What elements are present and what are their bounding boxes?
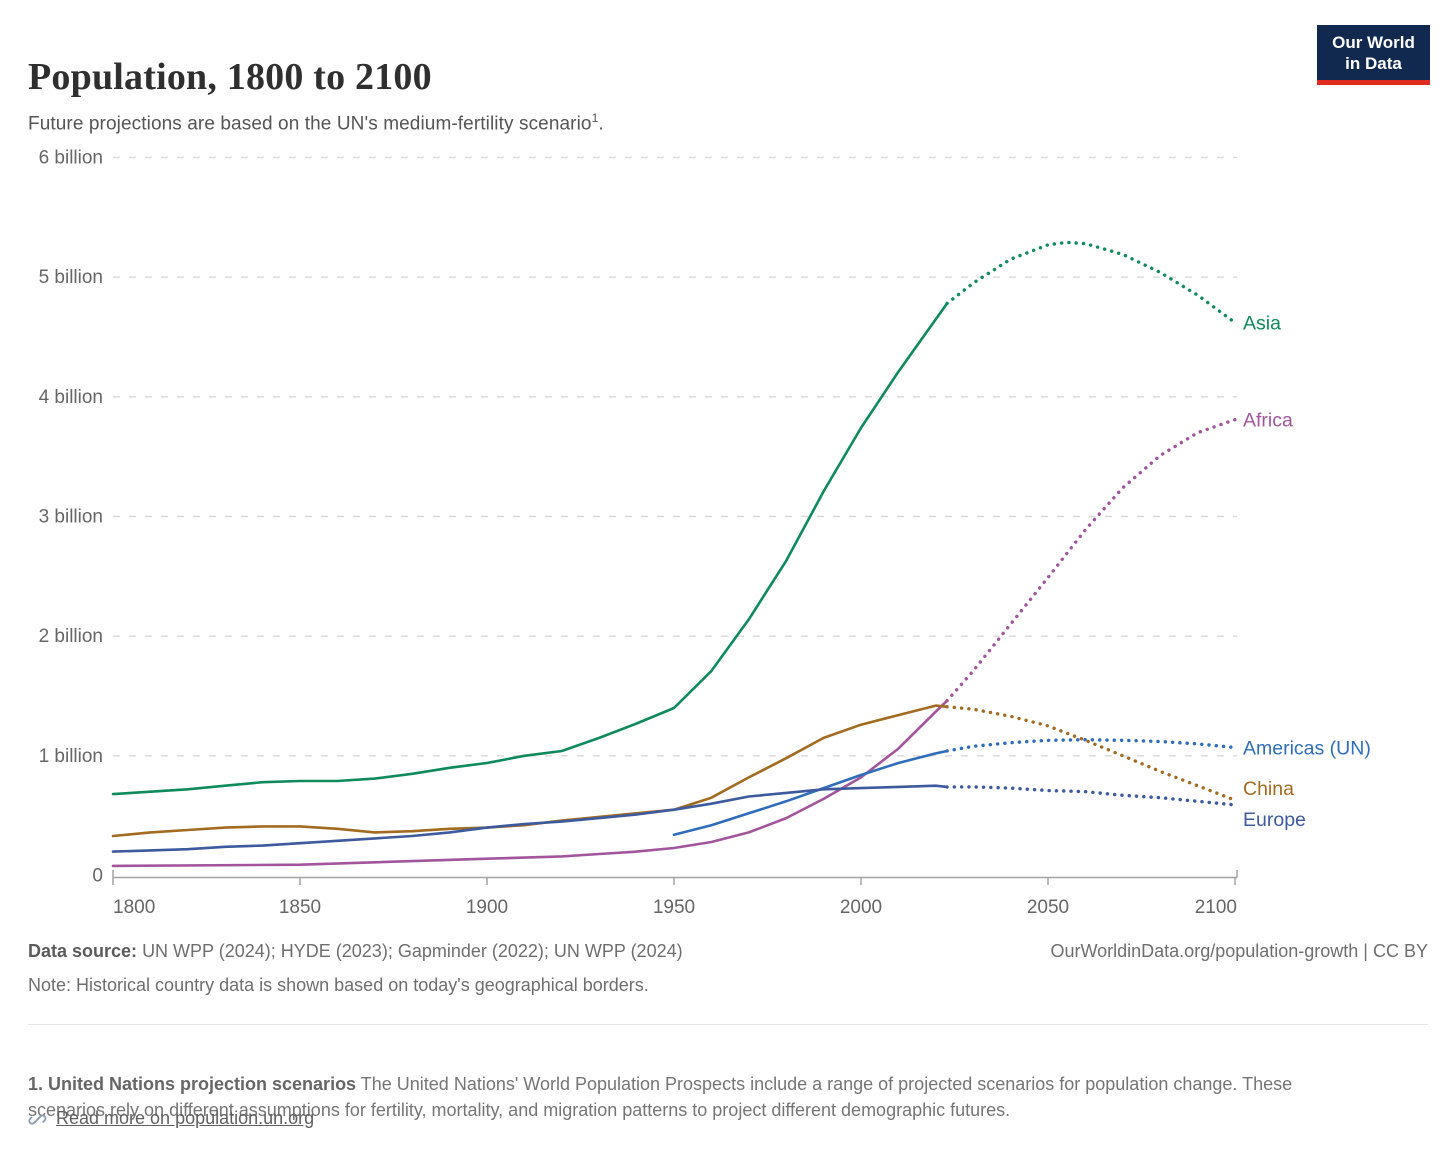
data-source-value: UN WPP (2024); HYDE (2023); Gapminder (2… — [142, 941, 683, 961]
series-projection-europe[interactable] — [945, 785, 1237, 807]
x-axis-label-2000: 2000 — [840, 897, 882, 918]
note-label: Note: — [28, 975, 72, 995]
x-axis-label-1800: 1800 — [113, 897, 155, 918]
series-line-asia[interactable] — [111, 302, 949, 796]
page-title: Population, 1800 to 2100 — [28, 56, 432, 99]
footnote-divider — [28, 1024, 1428, 1025]
subtitle-text: Future projections are based on the UN's… — [28, 113, 592, 135]
series-line-americas-un[interactable] — [672, 749, 949, 837]
series-projection-africa[interactable] — [945, 417, 1237, 703]
x-axis-label-2050: 2050 — [1027, 897, 1069, 918]
note-line: Note: Historical country data is shown b… — [28, 975, 1228, 996]
series-label-europe[interactable]: Europe — [1243, 809, 1306, 831]
x-axis-label-1850: 1850 — [279, 897, 321, 918]
series-label-americas-un[interactable]: Americas (UN) — [1243, 737, 1371, 759]
y-axis-label-0: 0 — [92, 866, 103, 887]
link-icon — [28, 1114, 47, 1125]
y-axis-label-3: 3 billion — [39, 506, 103, 527]
chart-subtitle: Future projections are based on the UN's… — [28, 111, 604, 135]
x-axis-label-2100: 2100 — [1195, 897, 1237, 918]
series-line-china[interactable] — [111, 704, 949, 838]
footnote-link[interactable]: Read more on population.un.org — [56, 1108, 315, 1128]
data-source-line: Data source: UN WPP (2024); HYDE (2023);… — [28, 941, 1428, 962]
series-label-asia[interactable]: Asia — [1243, 313, 1281, 335]
x-axis-label-1900: 1900 — [466, 897, 508, 918]
series-projection-asia[interactable] — [945, 240, 1237, 325]
data-source-label: Data source: — [28, 941, 138, 961]
footnote-title: 1. United Nations projection scenarios — [28, 1074, 357, 1094]
footnote-link-row: Read more on population.un.org — [28, 1108, 314, 1129]
attribution-link[interactable]: OurWorldinData.org/population-growth | C… — [1050, 941, 1428, 961]
series-label-china[interactable]: China — [1243, 778, 1294, 800]
owid-logo-line1: Our World — [1332, 32, 1415, 52]
population-line-chart: 6 billion 5 billion 4 billion 3 billion 2 bi… — [39, 147, 1371, 918]
x-axis-label-1950: 1950 — [653, 897, 695, 918]
series-projection-americas-un[interactable] — [945, 738, 1237, 753]
y-axis-label-5: 5 billion — [39, 267, 103, 288]
y-axis-label-1: 1 billion — [39, 746, 103, 767]
y-axis-label-6: 6 billion — [39, 147, 103, 168]
footnote-paragraph: 1. United Nations projection scenarios T… — [28, 1071, 1348, 1123]
y-axis-label-4: 4 billion — [39, 387, 103, 408]
y-axis-label-2: 2 billion — [39, 626, 103, 647]
note-value: Historical country data is shown based o… — [76, 975, 649, 995]
series-line-africa[interactable] — [111, 699, 949, 868]
series-label-africa[interactable]: Africa — [1243, 410, 1293, 432]
series-line-europe[interactable] — [111, 784, 949, 853]
owid-logo[interactable]: Our World in Data — [1317, 25, 1430, 85]
owid-logo-line2: in Data — [1345, 53, 1402, 73]
footnote-marker: 1 — [591, 111, 599, 125]
footnote-body: The United Nations' World Population Pro… — [28, 1074, 1293, 1120]
